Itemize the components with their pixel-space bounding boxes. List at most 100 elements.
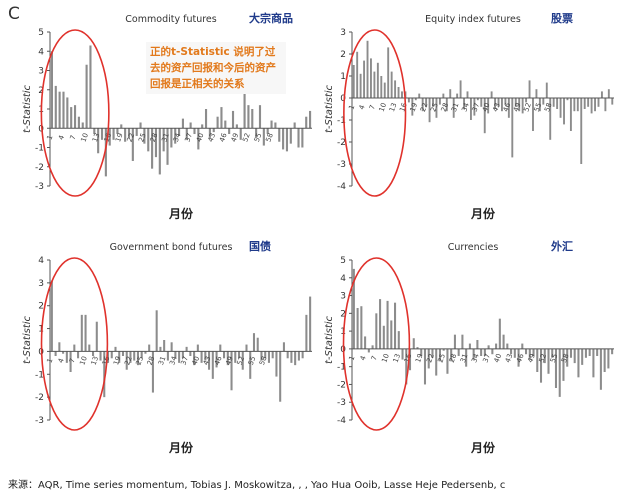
bar — [219, 344, 222, 352]
bar — [375, 313, 378, 349]
bar — [450, 348, 453, 362]
bar — [367, 348, 370, 353]
bar — [356, 308, 359, 349]
bar — [135, 128, 138, 136]
bar — [278, 128, 281, 142]
x-tick-label: 1 — [45, 357, 54, 364]
chart-title-cn: 外汇 — [550, 239, 573, 253]
x-tick-label: 28 — [146, 355, 157, 366]
bar — [245, 344, 248, 352]
y-tick-label: -1 — [35, 370, 44, 380]
bar — [394, 80, 397, 98]
bar — [73, 105, 77, 129]
bar — [363, 60, 366, 98]
y-tick-label: 5 — [38, 28, 44, 38]
bar — [528, 80, 531, 98]
x-tick-label: 13 — [90, 355, 101, 366]
x-tick-label: 43 — [202, 355, 213, 366]
y-tick-label: 0 — [340, 94, 346, 104]
y-tick-label: 3 — [340, 28, 346, 38]
bar — [552, 98, 555, 107]
bar — [604, 98, 607, 112]
bar — [266, 128, 269, 135]
bar — [215, 351, 218, 368]
x-tick-label: 19 — [414, 353, 425, 364]
bar — [600, 91, 603, 98]
x-tick-label: 49 — [230, 132, 241, 143]
x-tick-label: 4 — [57, 357, 66, 364]
bar — [442, 348, 445, 351]
bar — [611, 348, 614, 355]
bar — [536, 348, 539, 372]
bar — [569, 348, 572, 358]
bar — [562, 348, 565, 381]
bar — [517, 348, 520, 367]
bar — [223, 351, 226, 359]
x-tick-label: 52 — [522, 102, 533, 113]
x-tick-label: 34 — [168, 355, 179, 367]
bar — [497, 98, 500, 107]
bar — [185, 346, 188, 352]
bar — [155, 310, 158, 352]
bar — [418, 93, 421, 98]
bar — [490, 91, 493, 98]
x-tick-label: 10 — [380, 353, 391, 364]
bar — [352, 65, 355, 98]
bar — [401, 91, 403, 98]
x-tick-label: 58 — [560, 353, 571, 364]
x-tick-label: 16 — [398, 101, 409, 113]
x-tick-label: 1 — [347, 355, 356, 362]
bar — [371, 345, 374, 349]
x-tick-label: 7 — [368, 104, 377, 111]
bar — [558, 348, 561, 397]
bar — [599, 348, 602, 390]
bar — [114, 346, 117, 352]
bar — [506, 343, 509, 349]
bar — [231, 110, 235, 129]
bar — [220, 107, 223, 129]
bar — [513, 348, 516, 358]
bar — [453, 334, 456, 349]
bar — [92, 351, 95, 356]
bar — [401, 348, 404, 360]
bar — [62, 91, 65, 129]
bar — [151, 128, 154, 169]
bar — [256, 337, 259, 352]
bar — [77, 116, 80, 129]
bar — [581, 348, 584, 365]
bar — [469, 98, 472, 120]
x-tick-label: 58 — [543, 102, 554, 113]
x-tick-label: 46 — [213, 355, 224, 367]
bar — [305, 116, 308, 129]
bar — [208, 351, 211, 370]
bar — [532, 98, 534, 131]
x-tick-label: 46 — [502, 101, 513, 113]
x-tick-label: 10 — [79, 132, 90, 143]
bar — [197, 128, 200, 150]
bar — [554, 348, 558, 388]
chart-title: Currencies — [448, 242, 499, 253]
x-tick-label: 52 — [241, 132, 252, 143]
bar — [383, 82, 386, 98]
bar — [420, 348, 423, 356]
bar — [293, 122, 296, 129]
x-tick-label: 34 — [460, 101, 471, 113]
bar — [405, 348, 408, 385]
x-tick-label: 7 — [68, 357, 77, 364]
bar — [566, 98, 569, 101]
x-tick-label: 31 — [459, 353, 470, 364]
bar — [573, 348, 576, 364]
bar — [212, 128, 215, 133]
bar — [200, 351, 203, 363]
bar — [442, 93, 445, 98]
bar — [360, 306, 363, 349]
bar — [264, 351, 267, 359]
y-tick-label: -1 — [337, 363, 346, 373]
bar — [456, 93, 459, 98]
bar — [432, 98, 434, 107]
bar — [230, 351, 233, 391]
bar — [251, 109, 254, 129]
bar — [301, 128, 304, 148]
y-axis-label: t-Statistic — [22, 84, 33, 133]
